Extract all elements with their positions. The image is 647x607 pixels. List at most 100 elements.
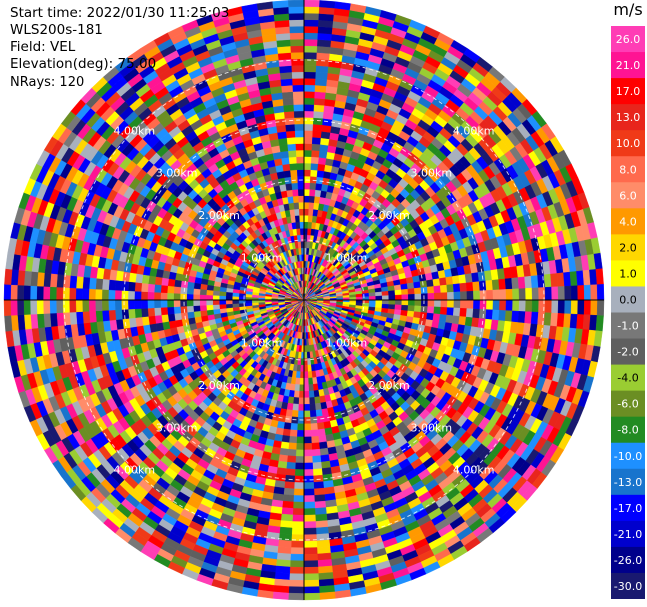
velocity-gate [303,436,312,444]
velocity-gate [525,299,533,313]
velocity-gate [292,508,305,516]
velocity-gate [289,429,298,437]
velocity-gate [303,162,312,170]
velocity-gate [314,402,322,411]
velocity-gate [557,286,566,301]
velocity-gate [193,310,202,318]
velocity-gate [459,282,468,293]
velocity-gate [303,45,318,53]
velocity-gate [49,286,57,301]
velocity-gate [310,163,319,171]
velocity-gate [10,284,18,301]
velocity-gate [440,299,448,308]
velocity-gate [421,293,429,301]
velocity-gate [225,299,233,305]
velocity-gate [303,449,313,457]
velocity-gate [400,283,409,290]
velocity-gate [153,299,161,309]
velocity-gate [407,288,415,295]
velocity-gate [313,117,324,126]
velocity-gate [101,289,109,301]
velocity-gate [75,311,84,325]
velocity-gate [316,539,331,548]
velocity-gate [458,316,467,326]
velocity-gate [440,292,448,301]
velocity-gate [297,410,305,418]
velocity-gate [570,299,579,315]
velocity-gate [434,292,442,301]
velocity-gate [517,311,526,324]
velocity-gate [388,299,396,305]
velocity-gate [315,71,329,80]
velocity-gate [517,276,526,289]
velocity-gate [290,423,298,431]
velocity-gate [303,97,315,105]
velocity-gate [303,208,309,216]
velocity-gate [303,475,314,483]
velocity-gate [375,295,383,301]
velocity-gate [310,423,318,431]
velocity-gate [10,299,18,316]
velocity-gate [308,195,316,203]
velocity-gate [199,288,207,296]
velocity-gate [314,396,321,405]
velocity-gate [319,144,329,153]
velocity-gate [295,449,305,457]
velocity-gate [427,286,435,294]
velocity-gate [525,287,533,301]
velocity-gate [303,566,319,575]
velocity-gate [439,306,448,316]
velocity-gate [419,312,428,320]
velocity-gate [387,285,396,292]
velocity-gate [180,305,188,314]
velocity-gate [292,514,305,522]
velocity-gate [296,430,305,438]
velocity-gate [281,507,294,516]
velocity-gate [289,573,305,581]
velocity-gate [564,299,572,315]
velocity-gate [595,315,604,332]
velocity-gate [225,295,233,301]
velocity-gate [303,527,317,535]
velocity-gate [42,286,51,301]
velocity-gate [447,299,455,309]
velocity-gate [206,289,214,296]
velocity-gate [303,377,309,385]
velocity-gate [279,526,293,535]
velocity-gate [192,293,201,301]
velocity-gate [312,461,322,470]
velocity-gate [154,314,163,324]
velocity-gate [303,65,317,73]
velocity-gate [280,441,290,450]
velocity-gate [512,299,520,312]
velocity-gate [310,429,319,437]
velocity-gate [381,299,389,305]
velocity-gate [69,287,77,301]
velocity-gate [504,310,513,323]
velocity-gate [303,547,318,555]
velocity-gate [432,313,441,322]
velocity-gate [439,284,448,294]
velocity-gate [121,299,129,310]
velocity-gate [199,299,207,306]
velocity-gate [318,150,328,159]
velocity-gate [167,278,176,287]
velocity-gate [303,228,308,236]
velocity-gate [314,84,327,93]
velocity-gate [479,299,487,310]
velocity-gate [141,316,150,326]
velocity-gate [166,292,174,301]
velocity-gate [134,290,142,301]
velocity-gate [306,351,311,359]
velocity-gate [292,403,299,411]
velocity-gate [212,295,220,301]
velocity-gate [205,299,214,306]
velocity-gate [307,364,312,372]
velocity-gate [82,311,91,324]
velocity-gate [596,284,605,301]
velocity-gate [187,311,195,319]
velocity-gate [420,286,428,295]
velocity-gate [303,417,311,425]
velocity-gate [292,501,305,509]
velocity-gate [95,299,103,312]
